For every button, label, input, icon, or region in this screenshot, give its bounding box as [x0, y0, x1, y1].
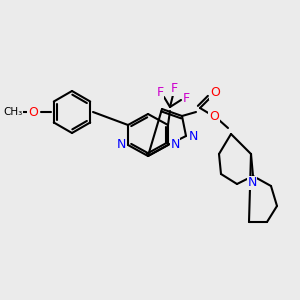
Text: CH₃: CH₃	[3, 107, 22, 117]
Text: F: F	[170, 82, 178, 95]
Text: F: F	[182, 92, 190, 106]
Text: N: N	[188, 130, 198, 142]
Text: N: N	[170, 139, 180, 152]
Text: O: O	[209, 110, 219, 122]
Text: O: O	[210, 86, 220, 100]
Text: N: N	[116, 139, 126, 152]
Text: O: O	[28, 106, 38, 118]
Text: F: F	[156, 86, 164, 100]
Text: N: N	[247, 176, 257, 190]
